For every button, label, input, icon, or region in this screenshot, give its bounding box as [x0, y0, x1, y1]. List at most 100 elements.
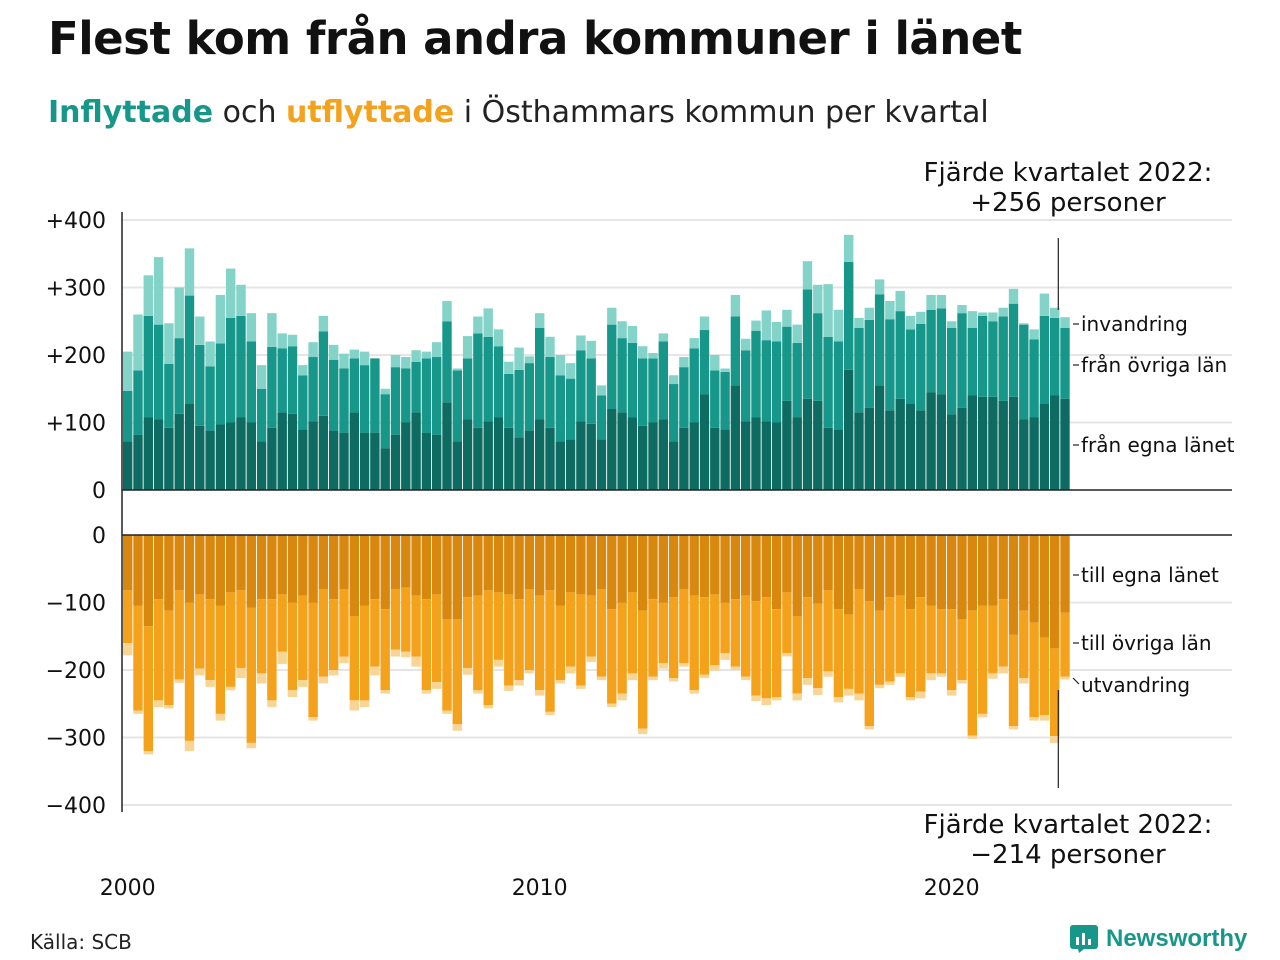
bar-in-abroad	[916, 311, 926, 324]
bar-out-other	[452, 619, 462, 724]
bar-in-own	[1019, 419, 1029, 490]
bar-out-other	[493, 592, 504, 660]
bar-out-other	[771, 609, 782, 697]
bar-out-abroad	[607, 703, 617, 708]
bar-out-abroad	[277, 651, 287, 664]
bar-out-abroad	[349, 700, 359, 711]
bar-in-abroad	[895, 290, 905, 312]
bar-out-other	[823, 590, 833, 672]
series-label-till-egna-lanet: till egna länet	[1081, 563, 1219, 587]
x-tick-label: 2010	[512, 876, 568, 901]
bar-out-other	[298, 595, 308, 681]
y-tick-label-bottom: −400	[46, 794, 106, 819]
bar-out-other	[339, 589, 349, 657]
bar-in-own	[823, 427, 833, 490]
bar-out-abroad	[648, 676, 658, 681]
y-tick-label-top: +400	[46, 209, 106, 234]
bar-out-other	[524, 589, 535, 670]
bar-in-other	[874, 294, 885, 386]
bar-out-abroad	[730, 666, 741, 670]
bar-out-other	[277, 594, 287, 652]
bar-in-other	[1060, 328, 1070, 399]
bar-out-abroad	[267, 700, 277, 708]
bar-out-own	[761, 535, 771, 598]
bar-in-abroad	[298, 365, 308, 376]
bar-out-other	[751, 601, 761, 696]
bar-in-abroad	[246, 313, 256, 342]
bar-in-abroad	[153, 257, 164, 325]
bar-out-own	[339, 535, 349, 589]
subtitle-inflyttade: Inflyttade	[48, 95, 214, 130]
series-label-fran-egna-lanet: från egna länet	[1081, 433, 1235, 457]
bar-in-abroad	[957, 305, 967, 314]
bar-in-own	[236, 417, 246, 490]
bar-out-own	[823, 535, 833, 591]
bar-out-own	[741, 535, 751, 596]
bar-out-other	[256, 599, 267, 674]
bar-in-own	[174, 413, 184, 490]
bar-in-own	[638, 425, 648, 490]
bar-in-own	[658, 419, 668, 490]
bar-out-other	[617, 602, 627, 694]
bar-in-abroad	[977, 312, 988, 316]
bar-out-other	[1008, 634, 1019, 727]
bar-in-abroad	[586, 340, 596, 359]
bar-out-own	[947, 535, 957, 610]
bar-out-own	[895, 535, 905, 596]
bar-in-other	[689, 348, 699, 423]
bar-in-own	[607, 409, 617, 490]
bar-in-own	[524, 430, 535, 490]
bar-out-abroad	[514, 680, 524, 686]
bar-out-abroad	[792, 693, 802, 701]
y-tick-label-top: 0	[92, 479, 106, 504]
bar-in-abroad	[967, 311, 977, 328]
bar-out-abroad	[143, 751, 153, 755]
bar-out-own	[905, 535, 916, 610]
bar-out-other	[627, 592, 638, 674]
bar-in-abroad	[885, 301, 895, 320]
bar-in-abroad	[1029, 329, 1039, 340]
bar-out-abroad	[123, 643, 133, 656]
bar-in-abroad	[802, 261, 813, 290]
bar-in-other	[638, 358, 648, 426]
bar-in-other	[514, 369, 524, 438]
bar-in-own	[473, 427, 483, 490]
bar-out-own	[792, 535, 802, 616]
bar-out-own	[1039, 535, 1050, 638]
bar-in-own	[215, 424, 226, 490]
bar-in-other	[390, 367, 401, 435]
bar-in-abroad	[483, 308, 493, 337]
bar-in-abroad	[524, 356, 535, 364]
bar-out-own	[668, 535, 679, 598]
bar-out-own	[864, 535, 874, 602]
bar-out-own	[988, 535, 998, 606]
bar-out-own	[648, 535, 658, 600]
bar-out-abroad	[370, 666, 380, 676]
bar-in-other	[462, 358, 473, 420]
bar-out-abroad	[452, 724, 462, 731]
bar-out-own	[380, 535, 390, 610]
bar-out-other	[380, 609, 390, 691]
bar-out-own	[699, 535, 710, 598]
bar-in-abroad	[1060, 317, 1070, 328]
bar-out-other	[401, 587, 411, 652]
bar-out-abroad	[627, 673, 638, 681]
bar-out-own	[1029, 535, 1039, 623]
bar-out-own	[596, 535, 607, 589]
bar-in-other	[432, 357, 442, 435]
bar-in-abroad	[401, 357, 411, 369]
bar-in-abroad	[596, 385, 607, 396]
bar-out-abroad	[493, 659, 504, 667]
bars	[123, 234, 1070, 755]
y-tick-label-bottom: 0	[92, 524, 106, 549]
bar-out-other	[658, 602, 668, 664]
bar-in-other	[617, 338, 627, 413]
bar-out-other	[947, 609, 957, 691]
bar-in-other	[1039, 315, 1050, 404]
bar-out-abroad	[998, 666, 1008, 674]
bar-in-abroad	[535, 313, 545, 328]
bar-in-own	[411, 412, 421, 490]
y-tick-label-bottom: −100	[46, 592, 106, 617]
bar-in-other	[854, 328, 864, 413]
